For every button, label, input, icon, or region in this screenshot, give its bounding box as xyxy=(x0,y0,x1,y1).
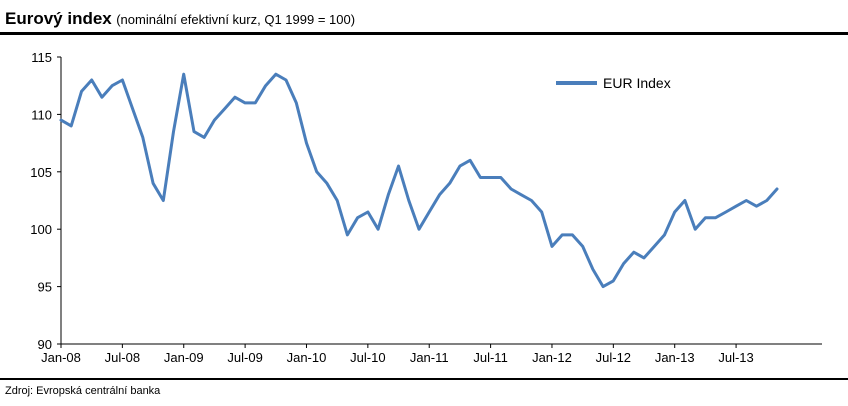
x-tick-label: Jan-13 xyxy=(655,350,695,365)
y-tick-label: 95 xyxy=(38,280,52,295)
y-tick-label: 110 xyxy=(31,107,52,122)
bottom-rule xyxy=(0,378,848,380)
chart-title: Eurový index xyxy=(5,9,112,28)
x-tick-label: Jan-12 xyxy=(532,350,572,365)
y-tick-label: 100 xyxy=(30,222,52,237)
y-tick-group: 90 95 100 105 110 115 xyxy=(30,50,61,352)
x-tick-label: Jul-08 xyxy=(105,350,140,365)
legend-label: EUR Index xyxy=(603,75,671,91)
x-tick-group: Jan-08 Jul-08 Jan-09 Jul-09 Jan-10 Jul-10 Jan-… xyxy=(41,344,754,365)
x-tick-label: Jan-11 xyxy=(410,350,449,365)
x-tick-label: Jul-12 xyxy=(596,350,631,365)
series-line-eur-index xyxy=(59,72,779,289)
series-group xyxy=(59,72,779,289)
x-tick-label: Jan-08 xyxy=(41,350,81,365)
y-tick-label: 115 xyxy=(31,50,52,65)
x-tick-label: Jul-09 xyxy=(227,350,262,365)
top-rule xyxy=(0,32,848,35)
x-tick-label: Jan-10 xyxy=(287,350,327,365)
legend: EUR Index xyxy=(556,75,671,91)
x-tick-label: Jul-10 xyxy=(350,350,385,365)
source-note: Zdroj: Evropská centrální banka xyxy=(5,385,161,397)
y-tick-label: 105 xyxy=(30,165,52,180)
x-tick-label: Jul-13 xyxy=(718,350,753,365)
chart-subtitle: (nominální efektivní kurz, Q1 1999 = 100… xyxy=(116,12,356,27)
x-tick-label: Jan-09 xyxy=(164,350,204,365)
x-tick-label: Jul-11 xyxy=(473,350,507,365)
y-tick-label: 90 xyxy=(38,337,52,352)
chart-title-block: Eurový index (nominální efektivní kurz, … xyxy=(5,9,355,29)
